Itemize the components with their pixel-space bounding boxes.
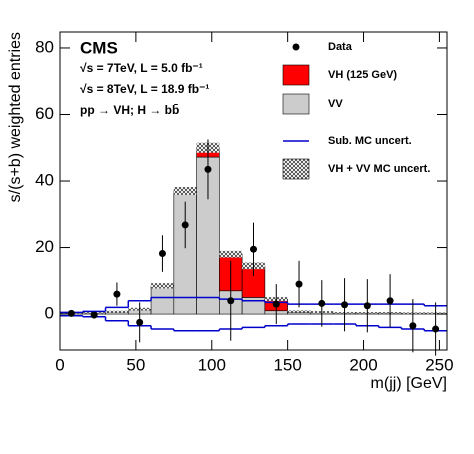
mc-uncert-band xyxy=(173,187,197,195)
mc-uncert-band xyxy=(219,250,243,258)
legend-label: VV xyxy=(328,98,343,110)
legend-label: VH (125 GeV) xyxy=(328,69,397,81)
data-point xyxy=(158,250,166,258)
data-point xyxy=(318,299,326,307)
data-point xyxy=(227,297,235,305)
x-tick-label: 250 xyxy=(425,355,453,374)
data-point xyxy=(67,309,75,317)
legend-label: Sub. MC uncert. xyxy=(328,135,412,147)
legend-marker xyxy=(292,43,300,51)
x-tick-label: 100 xyxy=(198,355,226,374)
legend-swatch xyxy=(282,64,310,86)
mc-uncert-band xyxy=(151,283,174,289)
data-point xyxy=(409,322,417,330)
legend-swatch xyxy=(282,158,310,180)
data-point xyxy=(386,297,394,305)
data-point xyxy=(113,290,121,298)
data-point xyxy=(250,245,257,253)
vv-bar xyxy=(150,287,175,315)
mc-uncert-band xyxy=(105,310,129,313)
annotation: √s = 8TeV, L = 18.9 fb⁻¹ xyxy=(80,82,209,96)
x-tick-label: 0 xyxy=(55,355,64,374)
annotation: pp → VH; H → bb̄ xyxy=(80,103,179,117)
legend-swatch xyxy=(282,93,310,115)
x-tick-label: 150 xyxy=(273,355,301,374)
data-point xyxy=(136,318,144,326)
annotation: √s = 7TeV, L = 5.0 fb⁻¹ xyxy=(80,61,203,75)
vv-bar xyxy=(241,297,266,315)
experiment-label: CMS xyxy=(80,38,118,57)
y-tick-label: 40 xyxy=(35,171,54,190)
data-point xyxy=(341,301,349,309)
legend-label: VH + VV MC uncert. xyxy=(328,163,430,175)
y-axis-title: s/(s+b) weighted entries xyxy=(7,32,24,202)
legend-label: Data xyxy=(328,41,353,53)
x-tick-label: 200 xyxy=(349,355,377,374)
data-point xyxy=(432,325,440,333)
plot-frame xyxy=(59,31,448,351)
y-tick-label: 60 xyxy=(35,104,54,123)
data-point xyxy=(204,165,212,173)
data-point xyxy=(90,311,98,319)
data-point xyxy=(363,302,371,310)
x-tick-label: 50 xyxy=(126,355,145,374)
data-point xyxy=(181,221,189,229)
y-tick-label: 20 xyxy=(35,237,54,256)
y-tick-label: 0 xyxy=(45,304,54,323)
y-tick-label: 80 xyxy=(35,37,54,56)
x-axis-title: m(jj) [GeV] xyxy=(371,375,447,392)
mc-uncert-band xyxy=(287,310,311,313)
data-point xyxy=(272,300,280,308)
data-point xyxy=(295,280,303,288)
